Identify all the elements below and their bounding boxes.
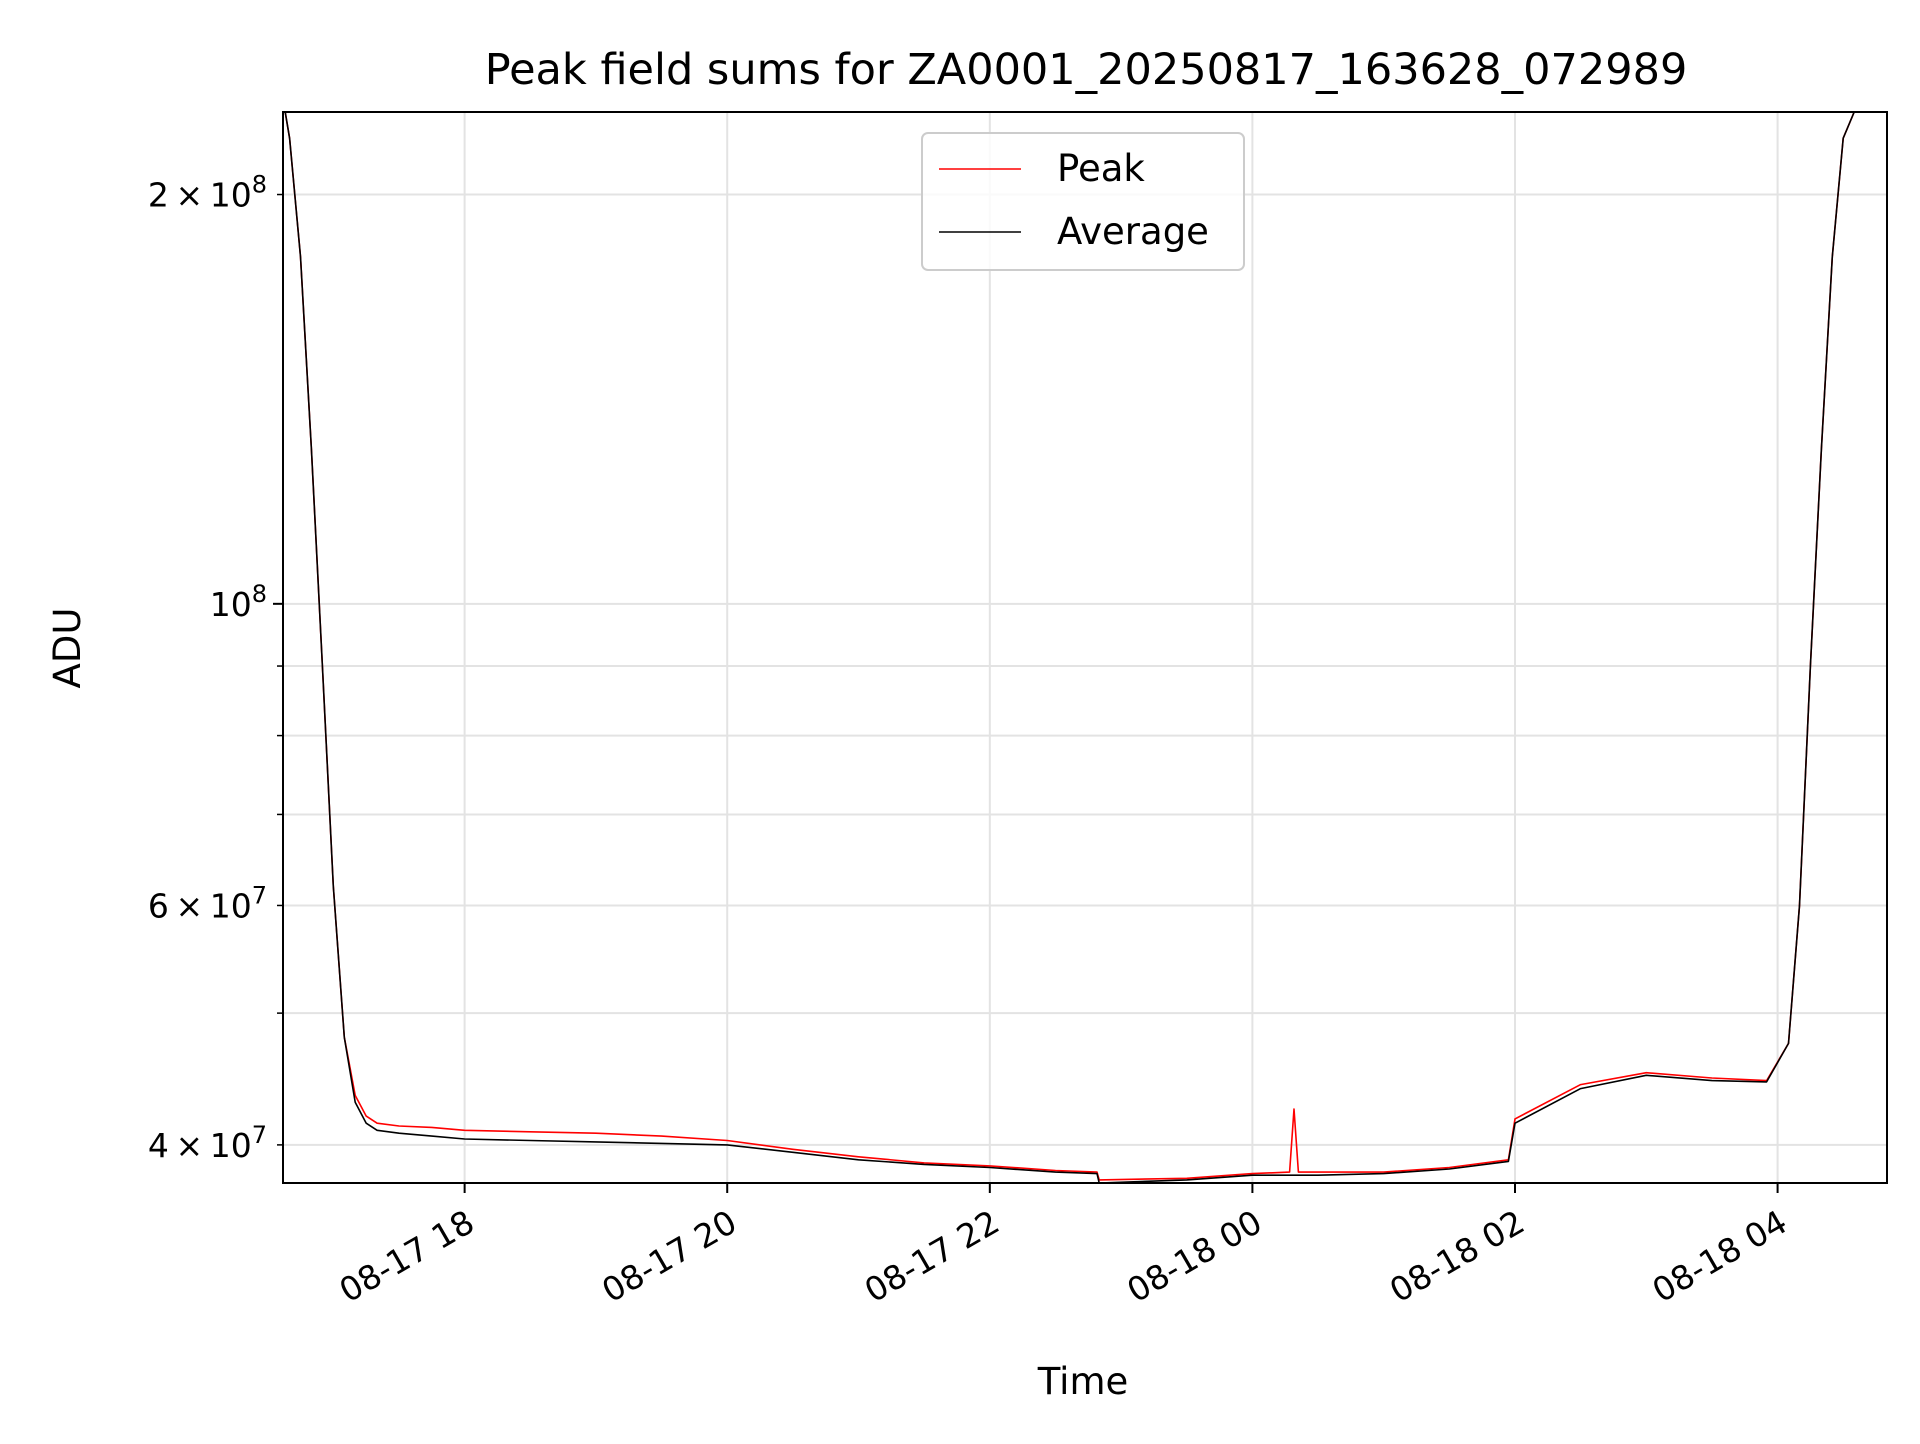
series-layer <box>284 112 1855 1183</box>
series-line-average <box>284 112 1855 1183</box>
y-tick-label: 6 × 107 <box>148 881 267 925</box>
y-tick-label: 108 <box>210 580 267 624</box>
legend: Peak Average <box>921 132 1245 271</box>
x-axis-label: Time <box>1037 1360 1129 1403</box>
y-tick-label: 4 × 107 <box>148 1121 267 1165</box>
legend-box <box>921 132 1245 271</box>
series-line-peak <box>284 112 1855 1181</box>
legend-label-average: Average <box>1057 210 1209 253</box>
legend-label-peak: Peak <box>1057 147 1145 190</box>
chart-title: Peak field sums for ZA0001_20250817_1636… <box>485 45 1688 95</box>
plot-frame <box>282 111 1888 1184</box>
y-tick-label: 2 × 108 <box>148 171 267 215</box>
y-axis-label: ADU <box>46 608 89 689</box>
